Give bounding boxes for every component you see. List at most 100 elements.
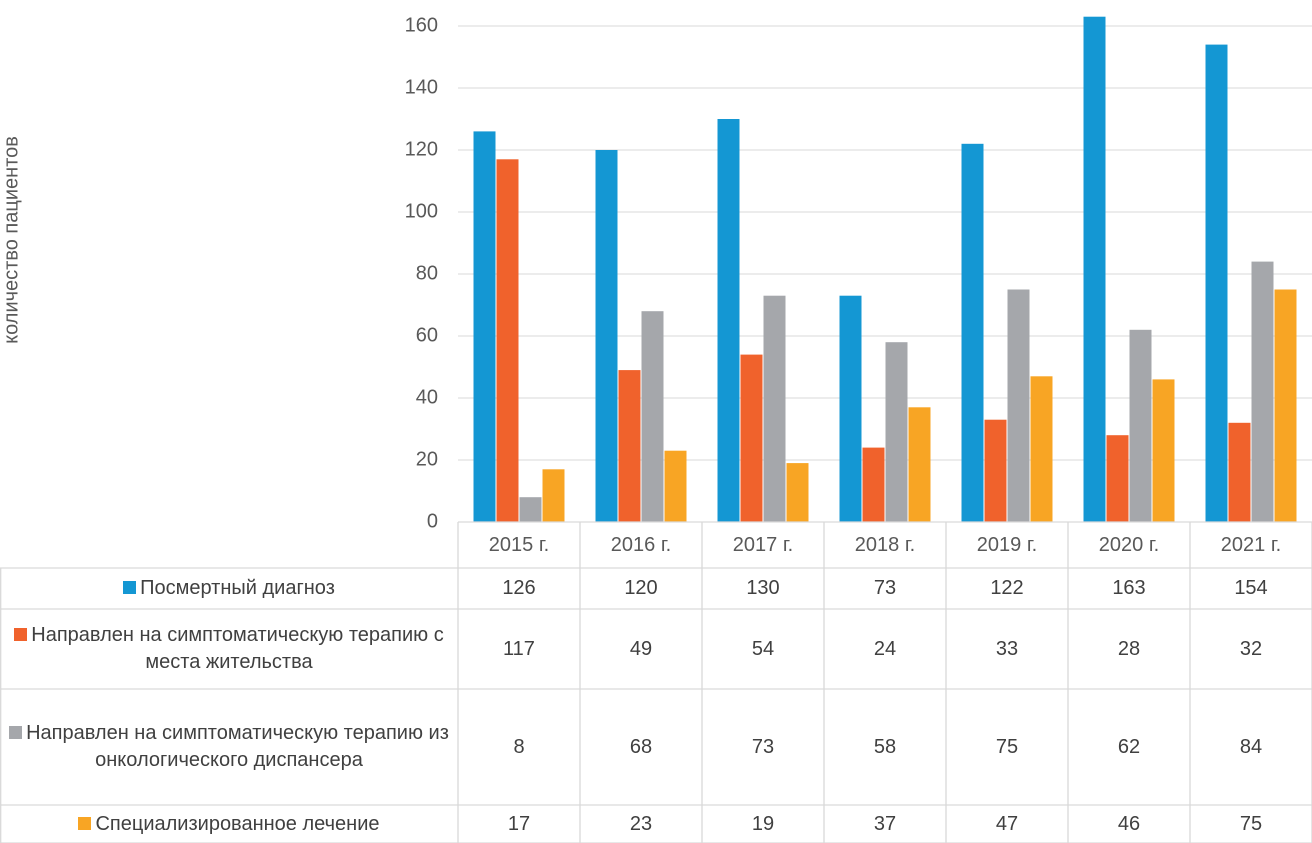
table-cell: 68 (629, 735, 653, 758)
table-value: 37 (873, 812, 897, 835)
bar (595, 150, 618, 522)
table-value: 120 (624, 577, 658, 599)
table-value: 8 (513, 735, 525, 758)
table-value: 47 (995, 812, 1019, 835)
bar (519, 497, 542, 522)
legend-swatch (14, 628, 28, 641)
y-tick-label: 120 (405, 138, 438, 160)
table-cell: 163 (1112, 577, 1146, 599)
x-tick-label: 2017 г. (732, 533, 794, 556)
table-value: 68 (629, 735, 653, 758)
bar (1030, 376, 1053, 522)
table-cell: 2018 г. (854, 533, 916, 556)
table-cell: 2019 г. (976, 533, 1038, 556)
bar (908, 407, 931, 522)
bar (862, 447, 885, 522)
bar (664, 450, 687, 522)
table-value: 73 (751, 735, 775, 758)
x-tick-label: 2021 г. (1220, 533, 1282, 556)
legend-label: Направлен на симптоматическую терапию с … (31, 624, 444, 673)
table-cell: 62 (1117, 735, 1141, 758)
table-value: 17 (507, 812, 531, 835)
bar (641, 311, 664, 522)
y-tick-label: 40 (416, 386, 438, 408)
table-cell: Направлен на симптоматическую терапию из… (0, 689, 458, 805)
table-cell: 2020 г. (1098, 533, 1160, 556)
table-cell: 130 (746, 577, 780, 599)
table-cell: 24 (873, 637, 897, 660)
table-value: 54 (751, 637, 775, 660)
bar (717, 119, 740, 522)
table-value: 154 (1234, 577, 1268, 599)
table-value: 163 (1112, 577, 1146, 599)
legend-entry: Специализированное лечение (0, 805, 458, 843)
table-value: 73 (873, 577, 897, 599)
table-cell: 47 (995, 812, 1019, 835)
table-cell: 33 (995, 637, 1019, 660)
table-cell: 2016 г. (611, 534, 671, 556)
table-cell: 28 (1117, 637, 1141, 660)
table-value: 126 (502, 577, 536, 599)
legend-entry: Направлен на симптоматическую терапию с … (0, 609, 458, 689)
y-tick-label: 60 (416, 324, 438, 346)
table-value: 46 (1117, 812, 1141, 835)
table-value: 117 (503, 637, 535, 660)
bar (961, 143, 984, 523)
table-value: 49 (629, 637, 653, 660)
table-value: 23 (629, 812, 653, 835)
y-tick-label: 20 (416, 448, 438, 470)
bar (1106, 435, 1129, 522)
bar (885, 342, 908, 522)
table-cell: 8 (513, 735, 525, 758)
table-cell: 73 (751, 735, 775, 758)
table-cell: 73 (873, 577, 897, 599)
legend-label: Специализированное лечение (95, 812, 380, 835)
x-tick-label: 2020 г. (1098, 533, 1160, 556)
bar (1152, 379, 1175, 522)
table-value: 24 (873, 637, 897, 660)
table-cell: 54 (751, 637, 775, 660)
legend-swatch (123, 581, 137, 594)
bar (1129, 329, 1152, 522)
table-value: 28 (1117, 637, 1141, 660)
table-cell: 2015 г. (489, 534, 549, 556)
table-value: 32 (1239, 637, 1263, 660)
table-cell: 75 (996, 736, 1018, 758)
legend-entry: Посмертный диагноз (0, 568, 458, 609)
y-tick-label: 80 (416, 262, 438, 284)
y-tick-label: 100 (405, 200, 438, 222)
bar (1007, 289, 1030, 522)
table-value: 19 (751, 812, 775, 835)
bar (618, 370, 641, 522)
x-tick-label: 2019 г. (976, 533, 1038, 556)
table-cell: 19 (751, 812, 775, 835)
bar (1205, 44, 1228, 522)
table-value: 33 (995, 637, 1019, 660)
bar (839, 295, 862, 522)
bar (1083, 16, 1106, 522)
y-tick-label: 160 (405, 14, 438, 36)
table-cell: 46 (1117, 812, 1141, 835)
table-cell: 58 (874, 736, 896, 758)
table-cell: Направлен на симптоматическую терапию с … (0, 609, 458, 689)
table-cell: 120 (624, 577, 658, 599)
bar (740, 354, 763, 522)
legend-swatch (9, 726, 23, 739)
bar (542, 469, 565, 522)
table-value: 122 (990, 577, 1024, 599)
bar (763, 295, 786, 522)
y-tick-label: 0 (427, 510, 438, 532)
table-value: 62 (1117, 735, 1141, 758)
table-cell: Посмертный диагноз (0, 568, 458, 609)
table-cell: 75 (1240, 813, 1262, 835)
bar (786, 463, 809, 522)
legend-entry: Направлен на симптоматическую терапию из… (0, 689, 458, 805)
table-cell: 23 (629, 812, 653, 835)
table-cell: 122 (990, 577, 1024, 599)
table-value: 130 (746, 577, 780, 599)
legend-label: Направлен на симптоматическую терапию из… (26, 722, 449, 771)
table-cell: 2017 г. (732, 533, 794, 556)
x-tick-label: 2018 г. (854, 533, 916, 556)
bar (1228, 422, 1251, 522)
